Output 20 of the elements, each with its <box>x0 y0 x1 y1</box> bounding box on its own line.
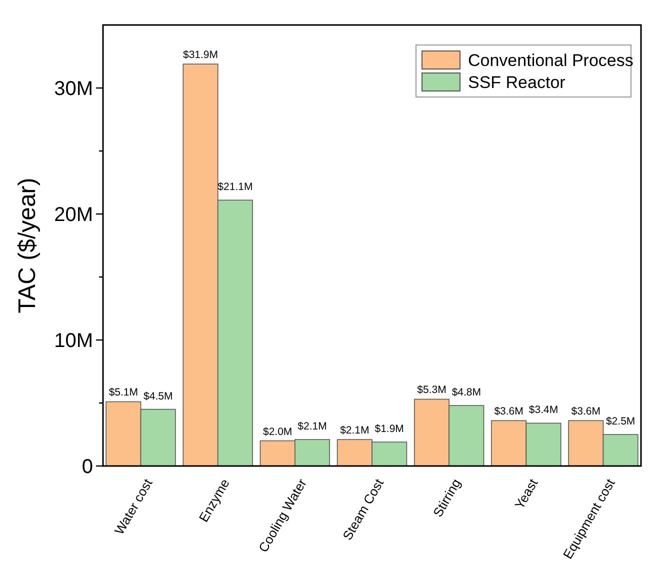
data-label: $3.6M <box>494 406 524 418</box>
data-label: $2.0M <box>262 426 292 438</box>
data-label: $2.1M <box>340 424 370 437</box>
data-label: $1.9M <box>374 423 404 436</box>
data-label: $2.1M <box>298 420 327 433</box>
y-tick-label: 10M <box>54 330 93 352</box>
legend-label: Conventional Process <box>468 50 634 70</box>
y-tick-label: 20M <box>54 204 93 226</box>
y-tick-label: 30M <box>54 78 93 100</box>
data-label: $4.5M <box>144 390 173 402</box>
data-label: $31.9M <box>182 49 218 62</box>
data-label: $4.8M <box>452 386 482 399</box>
legend-label: SSF Reactor <box>468 72 566 92</box>
data-label: $3.4M <box>528 404 558 416</box>
data-label: $5.1M <box>108 386 138 399</box>
data-label: $5.3M <box>417 384 446 396</box>
y-axis-title: TAC ($/year) <box>14 178 41 314</box>
data-label: $3.6M <box>571 406 600 418</box>
y-tick-label: 0 <box>82 456 93 478</box>
data-label: $2.5M <box>606 416 636 428</box>
